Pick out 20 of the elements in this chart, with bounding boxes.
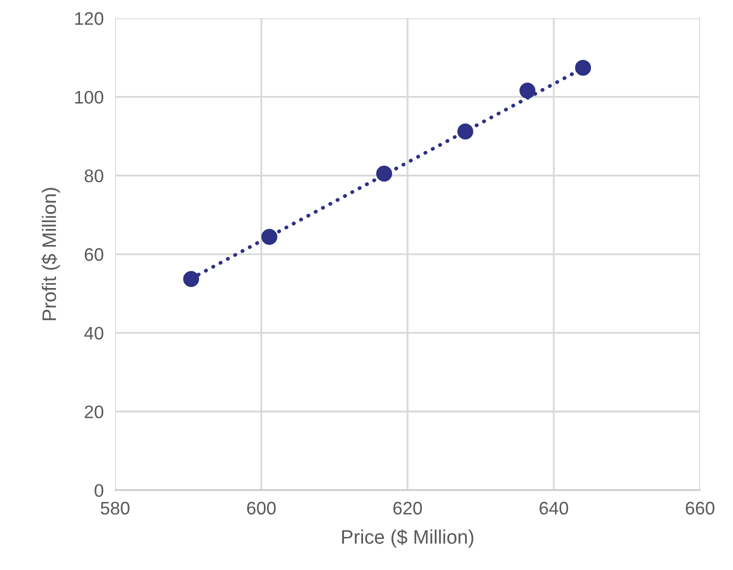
y-axis-title: Profit ($ Million) (42, 188, 60, 320)
point (261, 228, 278, 245)
point (575, 60, 592, 76)
point (457, 124, 474, 140)
y-tick-label: 20 (84, 405, 104, 418)
point (376, 166, 392, 182)
x-tick-label: 620 (393, 502, 422, 515)
y-tick-label: 40 (84, 326, 104, 340)
y-tick-label: 60 (84, 248, 104, 261)
y-tick-label: 0 (94, 484, 104, 497)
y-tick-label: 100 (75, 90, 104, 104)
y-tick-label: 80 (84, 169, 104, 182)
point (183, 271, 200, 287)
x-tick-label: 600 (247, 502, 276, 515)
x-tick-label: 660 (686, 502, 714, 515)
x-axis-title: Price ($ Million) (342, 529, 474, 548)
y-tick-label: 120 (75, 12, 104, 25)
x-tick-label: 580 (100, 502, 130, 515)
x-tick-label: 640 (540, 502, 568, 515)
point (519, 82, 536, 99)
